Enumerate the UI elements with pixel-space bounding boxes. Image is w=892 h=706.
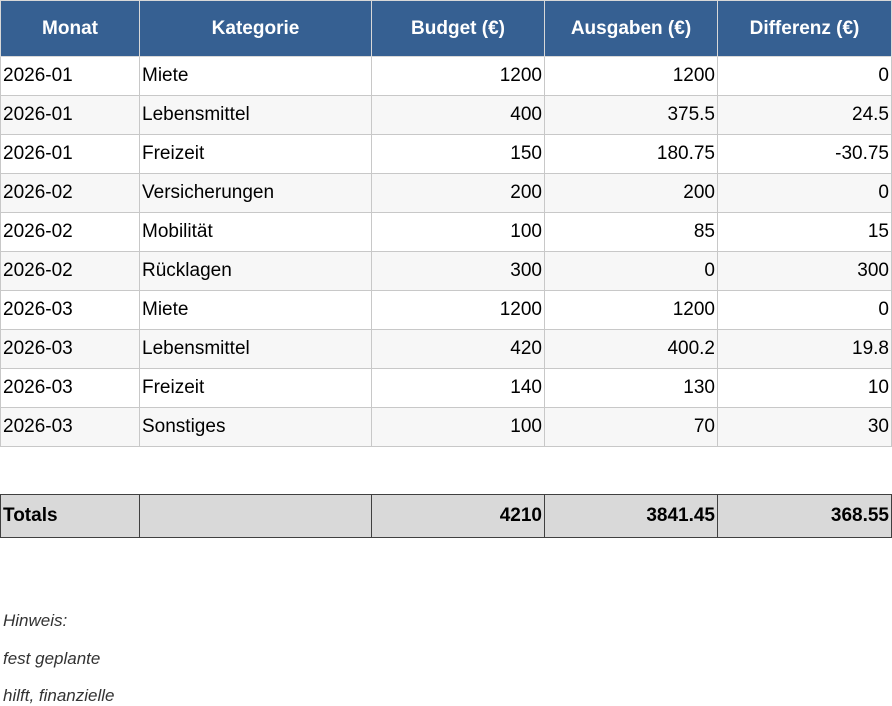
cell-kategorie[interactable]: Miete: [139, 56, 372, 96]
cell-ausgaben[interactable]: 400.2: [544, 329, 718, 369]
cell-monat[interactable]: 2026-03: [0, 407, 140, 447]
cell-differenz[interactable]: 30: [717, 407, 892, 447]
cell-monat[interactable]: 2026-03: [0, 329, 140, 369]
cell-monat[interactable]: 2026-01: [0, 95, 140, 135]
table-row: 2026-02 Mobilität 100 85 15: [0, 212, 892, 252]
table-row: 2026-01 Freizeit 150 180.75 -30.75: [0, 134, 892, 174]
note-label: Hinweis:: [3, 611, 68, 630]
table-row: 2026-02 Versicherungen 200 200 0: [0, 173, 892, 213]
cell-kategorie[interactable]: Versicherungen: [139, 173, 372, 213]
cell-monat[interactable]: 2026-03: [0, 290, 140, 330]
totals-row: Totals 4210 3841.45 368.55: [0, 494, 892, 538]
table-row: 2026-03 Sonstiges 100 70 30: [0, 407, 892, 447]
cell-kategorie[interactable]: Lebensmittel: [139, 329, 372, 369]
cell-ausgaben[interactable]: 130: [544, 368, 718, 408]
cell-kategorie[interactable]: Freizeit: [139, 134, 372, 174]
totals-budget[interactable]: 4210: [371, 494, 545, 538]
header-differenz[interactable]: Differenz (€): [717, 0, 892, 57]
cell-budget[interactable]: 300: [371, 251, 545, 291]
cell-differenz[interactable]: 0: [717, 290, 892, 330]
note-line: hilft, finanzielle: [3, 686, 115, 705]
cell-budget[interactable]: 150: [371, 134, 545, 174]
cell-differenz[interactable]: 0: [717, 173, 892, 213]
cell-budget[interactable]: 100: [371, 407, 545, 447]
cell-differenz[interactable]: 19.8: [717, 329, 892, 369]
cell-differenz[interactable]: 15: [717, 212, 892, 252]
cell-kategorie[interactable]: Sonstiges: [139, 407, 372, 447]
cell-ausgaben[interactable]: 85: [544, 212, 718, 252]
cell-budget[interactable]: 400: [371, 95, 545, 135]
table-row: 2026-03 Miete 1200 1200 0: [0, 290, 892, 330]
cell-differenz[interactable]: 10: [717, 368, 892, 408]
cell-kategorie[interactable]: Mobilität: [139, 212, 372, 252]
cell-ausgaben[interactable]: 200: [544, 173, 718, 213]
cell-monat[interactable]: 2026-02: [0, 212, 140, 252]
cell-ausgaben[interactable]: 1200: [544, 56, 718, 96]
totals-differenz[interactable]: 368.55: [717, 494, 892, 538]
header-budget[interactable]: Budget (€): [371, 0, 545, 57]
totals-label[interactable]: Totals: [0, 494, 140, 538]
cell-differenz[interactable]: -30.75: [717, 134, 892, 174]
table-row: 2026-03 Lebensmittel 420 400.2 19.8: [0, 329, 892, 369]
cell-kategorie[interactable]: Lebensmittel: [139, 95, 372, 135]
totals-ausgaben[interactable]: 3841.45: [544, 494, 718, 538]
cell-budget[interactable]: 140: [371, 368, 545, 408]
table-row: 2026-03 Freizeit 140 130 10: [0, 368, 892, 408]
cell-ausgaben[interactable]: 375.5: [544, 95, 718, 135]
cell-monat[interactable]: 2026-01: [0, 134, 140, 174]
cell-monat[interactable]: 2026-02: [0, 173, 140, 213]
header-row: Monat Kategorie Budget (€) Ausgaben (€) …: [0, 0, 892, 57]
cell-ausgaben[interactable]: 0: [544, 251, 718, 291]
header-ausgaben[interactable]: Ausgaben (€): [544, 0, 718, 57]
totals-table: Totals 4210 3841.45 368.55: [0, 494, 892, 538]
totals-kategorie[interactable]: [139, 494, 372, 538]
table-row: 2026-01 Lebensmittel 400 375.5 24.5: [0, 95, 892, 135]
cell-budget[interactable]: 1200: [371, 290, 545, 330]
cell-ausgaben[interactable]: 180.75: [544, 134, 718, 174]
cell-kategorie[interactable]: Freizeit: [139, 368, 372, 408]
header-kategorie[interactable]: Kategorie: [139, 0, 372, 57]
cell-monat[interactable]: 2026-03: [0, 368, 140, 408]
cell-differenz[interactable]: 300: [717, 251, 892, 291]
cell-kategorie[interactable]: Miete: [139, 290, 372, 330]
cell-differenz[interactable]: 0: [717, 56, 892, 96]
header-monat[interactable]: Monat: [0, 0, 140, 57]
cell-ausgaben[interactable]: 70: [544, 407, 718, 447]
cell-monat[interactable]: 2026-01: [0, 56, 140, 96]
cell-budget[interactable]: 420: [371, 329, 545, 369]
cell-budget[interactable]: 1200: [371, 56, 545, 96]
cell-ausgaben[interactable]: 1200: [544, 290, 718, 330]
table-row: 2026-02 Rücklagen 300 0 300: [0, 251, 892, 291]
cell-differenz[interactable]: 24.5: [717, 95, 892, 135]
cell-kategorie[interactable]: Rücklagen: [139, 251, 372, 291]
cell-budget[interactable]: 100: [371, 212, 545, 252]
table-row: 2026-01 Miete 1200 1200 0: [0, 56, 892, 96]
cell-monat[interactable]: 2026-02: [0, 251, 140, 291]
budget-table: Monat Kategorie Budget (€) Ausgaben (€) …: [0, 0, 892, 447]
cell-budget[interactable]: 200: [371, 173, 545, 213]
note-line: fest geplante: [3, 649, 101, 668]
